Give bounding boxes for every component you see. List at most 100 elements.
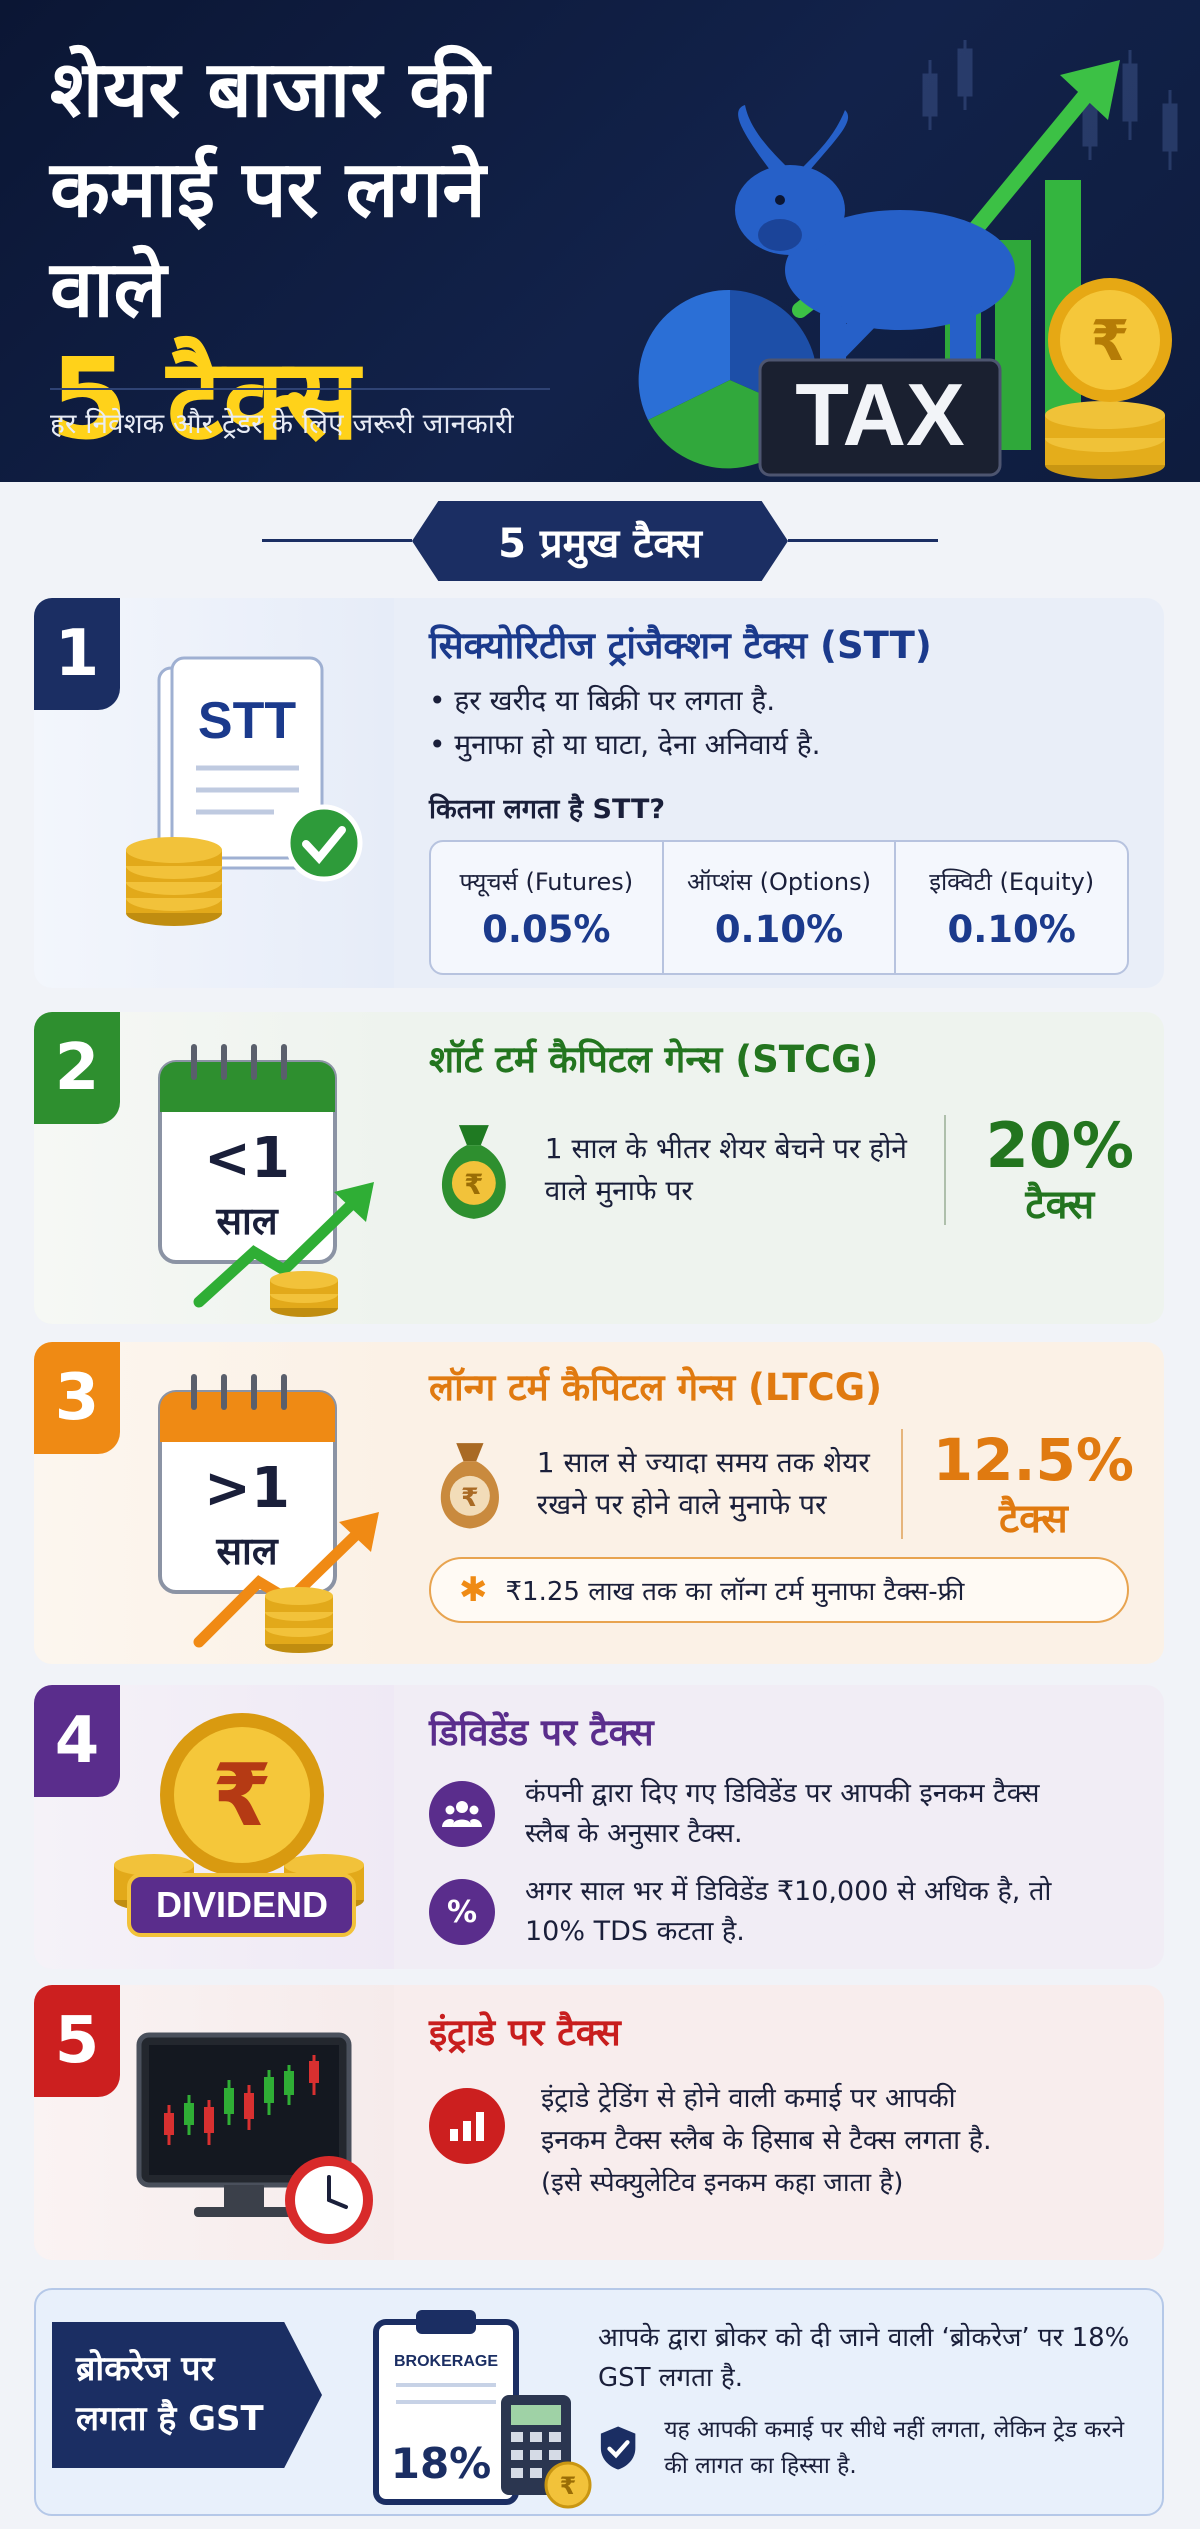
section-banner: 5 प्रमुख टैक्स [0, 495, 1200, 585]
hero-subtitle: हर निवेशक और ट्रेडर के लिए जरूरी जानकारी [50, 407, 514, 440]
rupee-symbol: ₹ [464, 1168, 483, 1201]
banner-line-right [788, 539, 938, 542]
intraday-text: इंट्राडे ट्रेडिंग से होने वाली कमाई पर आ… [541, 2078, 1021, 2204]
ltcg-exemption-note: ✱ ₹1.25 लाख तक का लॉन्ग टर्म मुनाफा टैक्… [429, 1557, 1129, 1623]
gst-text: आपके द्वारा ब्रोकर को दी जाने वाली ‘ब्रो… [598, 2318, 1138, 2484]
clipboard-title: BROKERAGE [394, 2353, 498, 2370]
trading-monitor-icon [136, 2032, 373, 2244]
tax-number-badge: 2 [34, 1012, 120, 1124]
banner-line-left [262, 539, 412, 542]
tax-number-badge: 4 [34, 1685, 120, 1797]
gst-label: ब्रोकरेज पर लगता है GST [52, 2322, 322, 2468]
stt-document-icon: STT [126, 656, 363, 926]
stcg-rate-value: 20% [985, 1109, 1134, 1182]
stt-rate-question: कितना लगता है STT? [429, 794, 666, 825]
tax-card-dividend: ₹ DIVIDEND 4 डिविडेंड पर टैक्स कंपनी द्व… [34, 1685, 1164, 1969]
tax-card-ltcg: >1 साल 3 लॉन्ग टर्म कैपिटल गेन्स (LTCG) [34, 1342, 1164, 1664]
stcg-title: शॉर्ट टर्म कैपिटल गेन्स (STCG) [429, 1038, 879, 1081]
dividend-point-2-text: अगर साल भर में डिविडेंड ₹10,000 से अधिक … [525, 1876, 1052, 1947]
section-title: 5 प्रमुख टैक्स [412, 501, 788, 581]
stcg-content: शॉर्ट टर्म कैपिटल गेन्स (STCG) ₹ 1 साल क… [429, 1032, 1134, 1229]
rupee-symbol: ₹ [560, 2472, 577, 2500]
gst-label-line2: लगता है GST [76, 2399, 264, 2439]
ltcg-title: लॉन्ग टर्म कैपिटल गेन्स (LTCG) [429, 1366, 882, 1409]
svg-text:₹: ₹ [1091, 309, 1130, 374]
rupee-symbol: ₹ [461, 1482, 479, 1512]
ltcg-rate-value: 12.5% [932, 1426, 1134, 1494]
stt-content: सिक्योरिटीज ट्रांजैक्शन टैक्स (STT) हर ख… [429, 618, 1134, 975]
divider [943, 1115, 946, 1225]
ltcg-content: लॉन्ग टर्म कैपिटल गेन्स (LTCG) ₹ 1 साल स… [429, 1360, 1134, 1623]
ltcg-note-text: ₹1.25 लाख तक का लॉन्ग टर्म मुनाफा टैक्स-… [505, 1577, 965, 1607]
stcg-description: 1 साल के भीतर शेयर बेचने पर होने वाले मु… [544, 1132, 907, 1207]
tax-number-badge: 5 [34, 1985, 120, 2097]
rate-value: 0.10% [947, 907, 1076, 951]
bar-chart-icon [429, 2088, 505, 2164]
stcg-rate: 20% टैक्स [986, 1111, 1134, 1229]
rate-label: ऑप्शंस (Options) [687, 867, 871, 896]
gst-label-line1: ब्रोकरेज पर [76, 2349, 215, 2389]
asterisk-icon: ✱ [459, 1570, 488, 1610]
dividend-label: DIVIDEND [156, 1884, 328, 1925]
divider [900, 1429, 903, 1539]
intraday-row: इंट्राडे ट्रेडिंग से होने वाली कमाई पर आ… [429, 2078, 1134, 2204]
tax-label-text: TAX [795, 365, 964, 464]
stt-rate-options: ऑप्शंस (Options) 0.10% [664, 842, 897, 973]
ltcg-rate-suffix: टैक्स [999, 1496, 1068, 1542]
dividend-point-1-text: कंपनी द्वारा दिए गए डिविडेंड पर आपकी इनक… [525, 1778, 1040, 1849]
dividend-point-1: कंपनी द्वारा दिए गए डिविडेंड पर आपकी इनक… [429, 1774, 1134, 1854]
shield-check-icon [600, 2426, 636, 2470]
rate-label: इक्विटी (Equity) [929, 867, 1095, 896]
rupee-symbol: ₹ [212, 1746, 272, 1846]
rate-value: 0.05% [482, 907, 611, 951]
gst-text-1: आपके द्वारा ब्रोकर को दी जाने वाली ‘ब्रो… [598, 2323, 1130, 2393]
dividend-title: डिविडेंड पर टैक्स [429, 1711, 654, 1754]
calendar-top-text: >1 [204, 1456, 290, 1521]
tax-card-stt: STT 1 सिक्योरिटीज ट्रांजैक्शन टैक्स (STT… [34, 598, 1164, 988]
intraday-description: इंट्राडे ट्रेडिंग से होने वाली कमाई पर आ… [541, 2083, 992, 2156]
stt-bullet: मुनाफा हो या घाटा, देना अनिवार्य है. [429, 723, 1134, 767]
stt-rate-table: फ्यूचर्स (Futures) 0.05% ऑप्शंस (Options… [429, 840, 1129, 975]
rate-value: 0.10% [714, 907, 844, 951]
clipboard-value: 18% [391, 2439, 492, 2488]
stt-rate-equity: इक्विटी (Equity) 0.10% [896, 842, 1127, 973]
stcg-row: ₹ 1 साल के भीतर शेयर बेचने पर होने वाले … [429, 1111, 1134, 1229]
gst-text-2-row: यह आपकी कमाई पर सीधे नहीं लगता, लेकिन ट्… [598, 2412, 1138, 2484]
dividend-point-2: % अगर साल भर में डिविडेंड ₹10,000 से अधि… [429, 1872, 1134, 1952]
stt-bullets: हर खरीद या बिक्री पर लगता है. मुनाफा हो … [429, 679, 1134, 767]
dividend-content: डिविडेंड पर टैक्स कंपनी द्वारा दिए गए डि… [429, 1705, 1134, 1952]
stt-title: सिक्योरिटीज ट्रांजैक्शन टैक्स (STT) [429, 624, 932, 667]
title-line3: 5 टैक्स [50, 335, 360, 465]
ltcg-row: ₹ 1 साल से ज्यादा समय तक शेयर रखने पर हो… [429, 1425, 1134, 1543]
rate-label: फ्यूचर्स (Futures) [459, 867, 634, 896]
gst-text-2: यह आपकी कमाई पर सीधे नहीं लगता, लेकिन ट्… [664, 2417, 1125, 2479]
calendar-bottom-text: साल [215, 1529, 279, 1573]
hero-header: शेयर बाजार की कमाई पर लगने वाले 5 टैक्स … [0, 0, 1200, 482]
bull-tax-illustration: TAX ₹ [638, 40, 1178, 479]
ltcg-rate: 12.5% टैक्स [933, 1425, 1134, 1543]
tax-number-badge: 1 [34, 598, 120, 710]
intraday-title: इंट्राडे पर टैक्स [429, 2011, 621, 2054]
money-bag-icon: ₹ [441, 1125, 506, 1219]
people-icon [429, 1781, 495, 1847]
title-line1: शेयर बाजार की [50, 45, 490, 135]
stcg-illustration-pane: <1 साल [34, 1012, 394, 1324]
hero-title: शेयर बाजार की कमाई पर लगने वाले 5 टैक्स [50, 40, 610, 460]
stt-doc-label: STT [198, 692, 296, 750]
stt-rate-futures: फ्यूचर्स (Futures) 0.05% [431, 842, 664, 973]
ltcg-illustration-pane: >1 साल [34, 1342, 394, 1664]
tax-card-intraday: 5 इंट्राडे पर टैक्स इंट्राडे ट्रेडिंग से… [34, 1985, 1164, 2260]
calendar-growth-icon: >1 साल [158, 1374, 379, 1653]
calendar-growth-icon: <1 साल [158, 1044, 374, 1317]
tax-number-badge: 3 [34, 1342, 120, 1454]
title-line2: कमाई पर लगने वाले [50, 145, 486, 335]
calendar-bottom-text: साल [215, 1199, 279, 1243]
hero-divider [50, 388, 550, 390]
tax-card-stcg: <1 साल 2 शॉर्ट टर्म कैपिटल गेन्स (STCG) … [34, 1012, 1164, 1324]
percent-icon: % [429, 1879, 495, 1945]
intraday-content: इंट्राडे पर टैक्स इंट्राडे ट्रेडिंग से ह… [429, 2005, 1134, 2204]
gst-card: ब्रोकरेज पर लगता है GST BROKERAGE 18% ₹ … [34, 2288, 1164, 2516]
calendar-top-text: <1 [204, 1126, 290, 1191]
stcg-rate-suffix: टैक्स [1025, 1182, 1095, 1228]
dividend-illustration-pane: ₹ DIVIDEND [34, 1685, 394, 1969]
